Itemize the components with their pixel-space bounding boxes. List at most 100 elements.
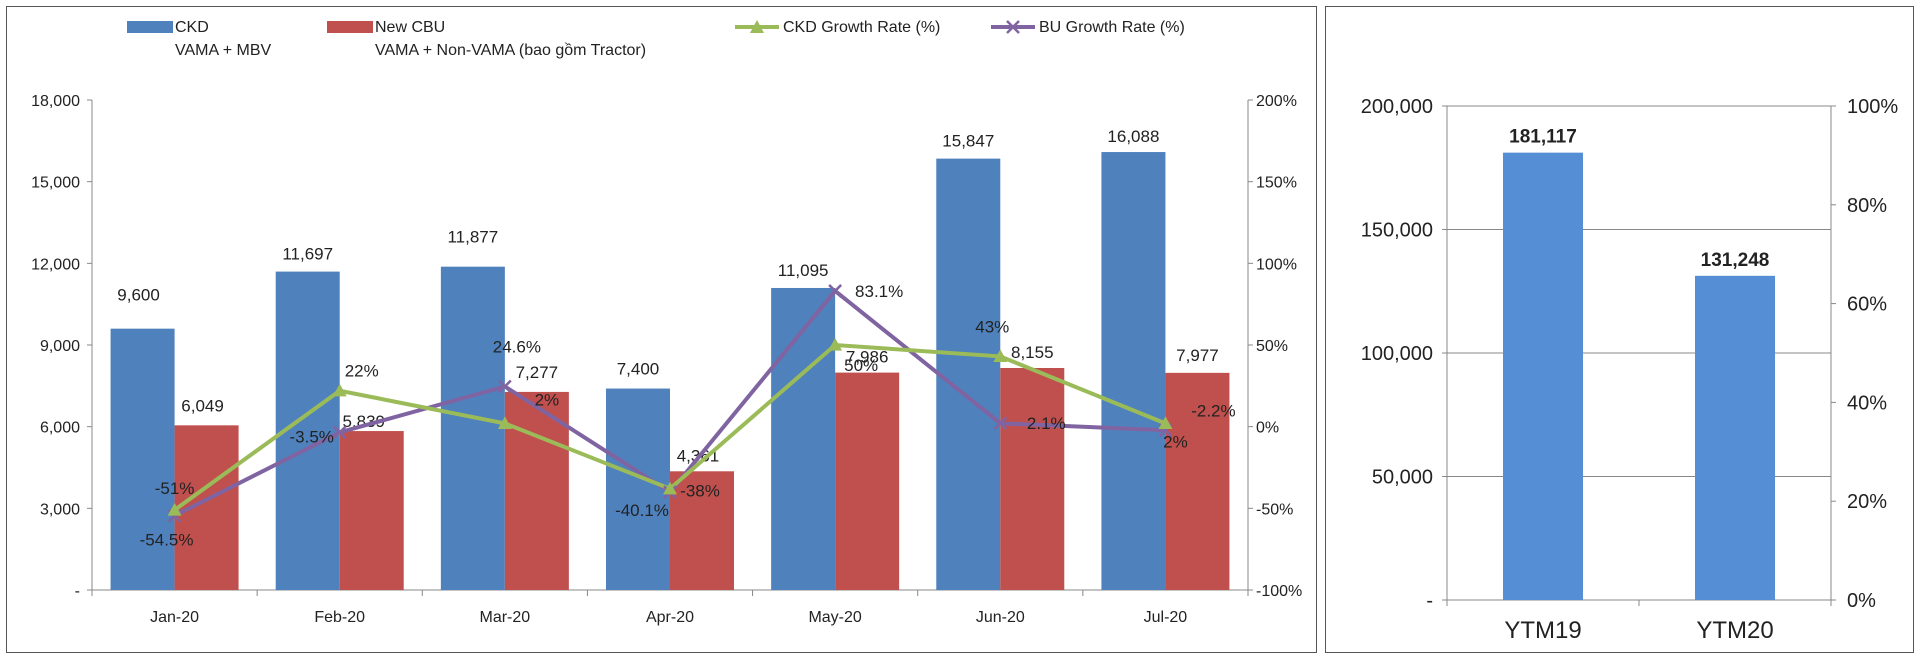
ckd-growth-label: -38% (680, 482, 720, 501)
legend-cbu-label: New CBU (375, 19, 445, 36)
cbu-data-label: 7,277 (516, 363, 559, 382)
ytd-bar (1695, 275, 1775, 600)
bu-growth-label: 24.6% (493, 337, 541, 356)
legend-ckd-swatch (127, 21, 173, 33)
x-tick-label: Feb-20 (314, 609, 365, 626)
x-tick-label: YTM20 (1696, 617, 1773, 644)
cbu-data-label: 7,977 (1176, 346, 1219, 365)
ckd-bar (440, 266, 505, 590)
ckd-growth-label: 50% (844, 356, 878, 375)
bu-growth-marker (497, 379, 512, 394)
legend-bu-growth-marker (1006, 20, 1020, 34)
bu-growth-label: -3.5% (290, 427, 334, 446)
x-tick-label: Mar-20 (480, 609, 531, 626)
y-right-tick-label: 80% (1847, 195, 1887, 217)
cbu-data-label: 5,839 (342, 412, 385, 431)
y-right-tick-label: 100% (1847, 96, 1898, 118)
ckd-bar (606, 388, 670, 590)
cbu-bar (835, 372, 900, 590)
ckd-growth-label: -51% (155, 479, 195, 498)
y-right-tick-label: 40% (1847, 392, 1887, 414)
ckd-growth-marker (167, 502, 182, 516)
y-left-tick-label: 15,000 (31, 175, 80, 192)
y-left-tick-label: 200,000 (1361, 96, 1433, 118)
ytd-bar (1503, 152, 1583, 601)
monthly-sales-chart-panel: - 3,000 6,000 9,000 12,000 15,000 18,000 -100% -… (6, 6, 1317, 653)
cbu-data-label: 6,049 (181, 396, 224, 415)
cbu-bar (174, 425, 239, 590)
ckd-bar (1101, 152, 1166, 590)
legend-cbu-sub: VAMA + Non-VAMA (bao gồm Tractor) (375, 42, 646, 59)
ckd-bar (936, 158, 1001, 591)
ytd-data-label: 131,248 (1701, 250, 1770, 271)
y-right-tick-label: 20% (1847, 491, 1887, 513)
cbu-data-label: 7,986 (846, 348, 889, 367)
ckd-growth-label: 22% (345, 362, 379, 381)
ckd-growth-marker (1158, 416, 1173, 429)
legend-ckd-growth-label: CKD Growth Rate (%) (783, 19, 940, 36)
y-right-tick-label: -50% (1256, 501, 1293, 518)
ckd-growth-marker (332, 383, 347, 397)
y-left-tick-label: - (75, 583, 80, 600)
ckd-growth-marker (663, 481, 677, 495)
ckd-data-label: 11,877 (447, 228, 498, 247)
ytd-data-label: 181,117 (1509, 127, 1577, 148)
x-tick-label: YTM19 (1504, 617, 1581, 644)
legend-bu-growth-label: BU Growth Rate (%) (1039, 19, 1185, 36)
ckd-growth-label: 2% (1163, 432, 1188, 451)
ckd-growth-label: 43% (975, 317, 1009, 336)
monthly-sales-chart: - 3,000 6,000 9,000 12,000 15,000 18,000 -100% -… (31, 19, 1302, 626)
y-right-tick-label: 200% (1256, 93, 1297, 110)
y-right-tick-label: 50% (1256, 338, 1288, 355)
legend-ckd-growth-marker (750, 20, 764, 33)
x-tick-label: Jul-20 (1144, 609, 1188, 626)
y-left-tick-label: 100,000 (1361, 343, 1433, 365)
x-tick-label: Jan-20 (150, 609, 199, 626)
cbu-bar (670, 471, 734, 590)
cbu-bar (1000, 368, 1065, 590)
ckd-data-label: 11,095 (778, 261, 829, 280)
legend-ckd-sub: VAMA + MBV (175, 42, 272, 59)
ckd-growth-marker (497, 416, 512, 429)
cbu-bar (339, 431, 404, 590)
y-right-tick-label: 60% (1847, 294, 1887, 316)
y-right-tick-label: 150% (1256, 175, 1297, 192)
y-left-tick-label: - (1426, 590, 1433, 612)
y-right-tick-label: 100% (1256, 256, 1297, 273)
y-left-tick-label: 9,000 (40, 338, 80, 355)
bu-growth-label: -40.1% (615, 501, 669, 520)
x-tick-label: Jun-20 (976, 609, 1025, 626)
x-tick-label: May-20 (808, 609, 861, 626)
legend-ckd-label: CKD (175, 19, 209, 36)
ckd-data-label: 16,088 (1107, 127, 1159, 146)
y-left-tick-label: 12,000 (31, 256, 80, 273)
bu-growth-label: -2.2% (1191, 401, 1235, 420)
bu-growth-label: 83.1% (855, 282, 903, 301)
ckd-bar (110, 328, 175, 590)
y-left-tick-label: 3,000 (40, 501, 80, 518)
ytd-sales-chart-panel: - 50,000 100,000 150,000 200,000 0% 20% 40% 60% 8… (1325, 6, 1914, 653)
x-tick-label: Apr-20 (646, 609, 694, 626)
y-left-tick-label: 50,000 (1372, 467, 1433, 489)
ckd-growth-marker (828, 338, 843, 351)
y-right-tick-label: 0% (1847, 590, 1876, 612)
ckd-data-label: 7,400 (617, 360, 660, 379)
bu-growth-label: -54.5% (140, 531, 194, 550)
ckd-bar (771, 287, 836, 590)
bu-growth-label: 2.1% (1027, 414, 1066, 433)
ckd-data-label: 11,697 (282, 245, 333, 264)
cbu-bar (1165, 372, 1230, 590)
bu-growth-marker (332, 425, 347, 440)
cbu-data-label: 8,155 (1011, 343, 1054, 362)
y-right-tick-label: -100% (1256, 583, 1302, 600)
cbu-bar (504, 391, 569, 590)
bu-growth-marker (828, 284, 843, 298)
ckd-growth-marker (993, 349, 1008, 363)
ytd-sales-chart: - 50,000 100,000 150,000 200,000 0% 20% 40% 60% 8… (1361, 96, 1899, 644)
legend-cbu-swatch (327, 21, 373, 33)
y-right-tick-label: 0% (1256, 420, 1279, 437)
y-left-tick-label: 150,000 (1361, 220, 1433, 242)
y-left-tick-label: 18,000 (31, 93, 80, 110)
ckd-data-label: 9,600 (117, 286, 160, 305)
y-left-tick-label: 6,000 (40, 420, 80, 437)
